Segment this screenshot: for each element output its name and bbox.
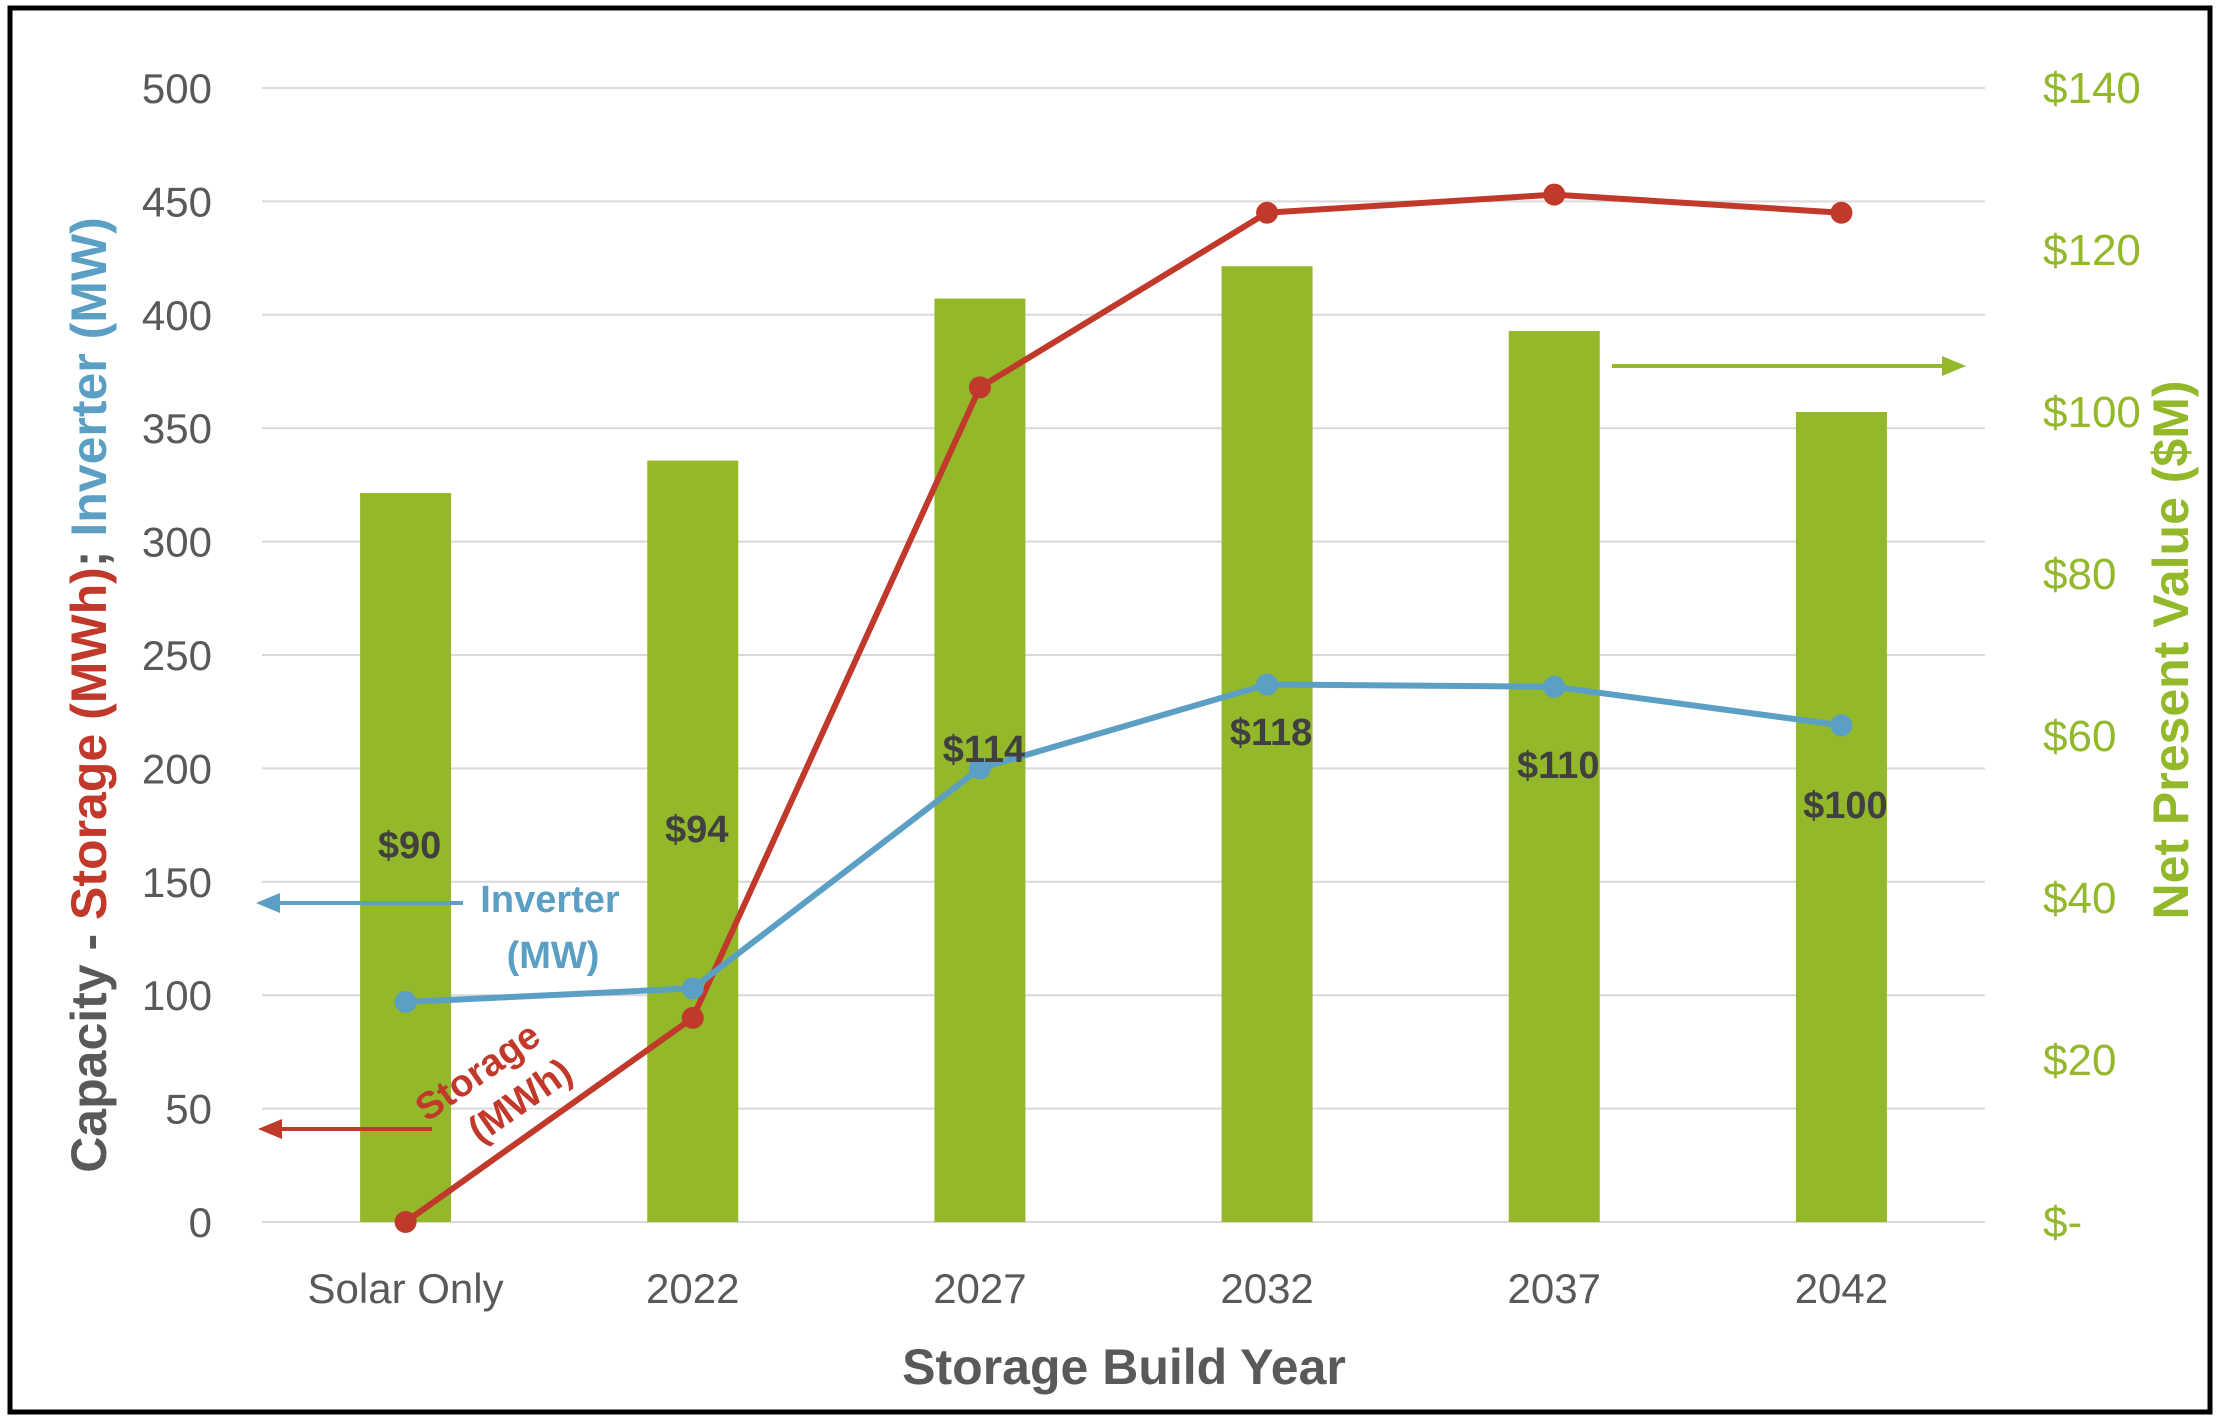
npv-bar bbox=[1508, 331, 1600, 1222]
inverter-annotation-line1: Inverter bbox=[480, 879, 620, 921]
storage-point bbox=[1256, 201, 1279, 224]
npv-data-label: $90 bbox=[378, 825, 441, 867]
data-labels: $90 $94 $114 $118 $110 $100 bbox=[378, 712, 1888, 867]
storage-point bbox=[681, 1006, 704, 1029]
inverter-point bbox=[681, 977, 704, 1000]
npv-annotation bbox=[1612, 356, 1966, 376]
npv-arrow-head bbox=[1942, 356, 1966, 376]
x-axis-title: Storage Build Year bbox=[902, 1339, 1346, 1395]
storage-point bbox=[1543, 183, 1566, 206]
inverter-point bbox=[1256, 673, 1279, 696]
inverter-point bbox=[1543, 675, 1566, 698]
y-tick-label: 500 bbox=[142, 65, 212, 112]
inverter-point bbox=[968, 757, 991, 780]
storage-point bbox=[394, 1211, 417, 1233]
y-tick-label: 200 bbox=[142, 745, 212, 792]
y2-tick-label: $40 bbox=[2043, 874, 2116, 923]
y2-tick-label: $80 bbox=[2043, 550, 2116, 599]
inverter-annotation-line2: (MW) bbox=[507, 935, 600, 977]
x-tick-label: 2027 bbox=[933, 1265, 1026, 1312]
y2-tick-label: $140 bbox=[2043, 64, 2141, 113]
npv-data-label: $100 bbox=[1803, 785, 1888, 827]
inverter-line bbox=[405, 681, 1842, 1006]
gridlines bbox=[262, 87, 1985, 1223]
storage-point bbox=[1830, 201, 1853, 224]
inverter-point bbox=[1830, 714, 1853, 737]
y-axis-title-separator: ; bbox=[61, 537, 117, 568]
npv-data-label: $110 bbox=[1517, 745, 1599, 787]
y2-tick-label: $- bbox=[2043, 1198, 2082, 1247]
x-tick-label: 2042 bbox=[1795, 1265, 1888, 1312]
npv-bar bbox=[1221, 266, 1313, 1222]
inverter-point bbox=[394, 991, 417, 1014]
y-tick-label: 100 bbox=[142, 972, 212, 1019]
storage-arrow-head bbox=[258, 1119, 282, 1139]
axes: 0 50 100 150 200 250 300 350 400 450 500 $- $20 $40 $6… bbox=[142, 64, 2141, 1312]
npv-data-label: $114 bbox=[943, 729, 1025, 771]
y2-tick-label: $120 bbox=[2043, 226, 2141, 275]
npv-bar bbox=[647, 460, 739, 1223]
x-tick-label: 2022 bbox=[646, 1265, 739, 1312]
npv-bar bbox=[1795, 412, 1887, 1222]
y-axis-title-storage: Storage (MWh) bbox=[61, 567, 117, 920]
npv-data-label: $118 bbox=[1230, 712, 1312, 754]
y-tick-label: 400 bbox=[142, 292, 212, 339]
npv-bar bbox=[360, 493, 452, 1222]
inverter-annotation: Inverter (MW) bbox=[256, 879, 620, 977]
x-tick-label: Solar Only bbox=[308, 1265, 504, 1312]
y-tick-label: 450 bbox=[142, 178, 212, 225]
x-tick-label: 2037 bbox=[1508, 1265, 1601, 1312]
storage-point bbox=[968, 376, 991, 399]
y2-tick-label: $60 bbox=[2043, 712, 2116, 761]
capacity-lines bbox=[394, 183, 1853, 1233]
y2-tick-label: $100 bbox=[2043, 388, 2141, 437]
x-tick-label: 2032 bbox=[1220, 1265, 1313, 1312]
storage-line bbox=[403, 191, 1842, 1225]
y-axis-title-capacity: Capacity - bbox=[61, 920, 117, 1173]
y-axis-title: Capacity - Storage (MWh); Inverter (MW) bbox=[61, 217, 117, 1173]
inverter-arrow-head bbox=[256, 893, 280, 913]
y-tick-label: 50 bbox=[165, 1086, 212, 1133]
y-tick-label: 250 bbox=[142, 632, 212, 679]
y-tick-label: 350 bbox=[142, 405, 212, 452]
y2-tick-label: $20 bbox=[2043, 1036, 2116, 1085]
y-tick-label: 300 bbox=[142, 519, 212, 566]
y2-axis-title: Net Present Value ($M) bbox=[2143, 380, 2199, 919]
y-axis-title-inverter: Inverter (MW) bbox=[61, 217, 117, 536]
y-tick-label: 0 bbox=[189, 1199, 212, 1246]
npv-data-label: $94 bbox=[665, 809, 728, 851]
y-tick-label: 150 bbox=[142, 859, 212, 906]
